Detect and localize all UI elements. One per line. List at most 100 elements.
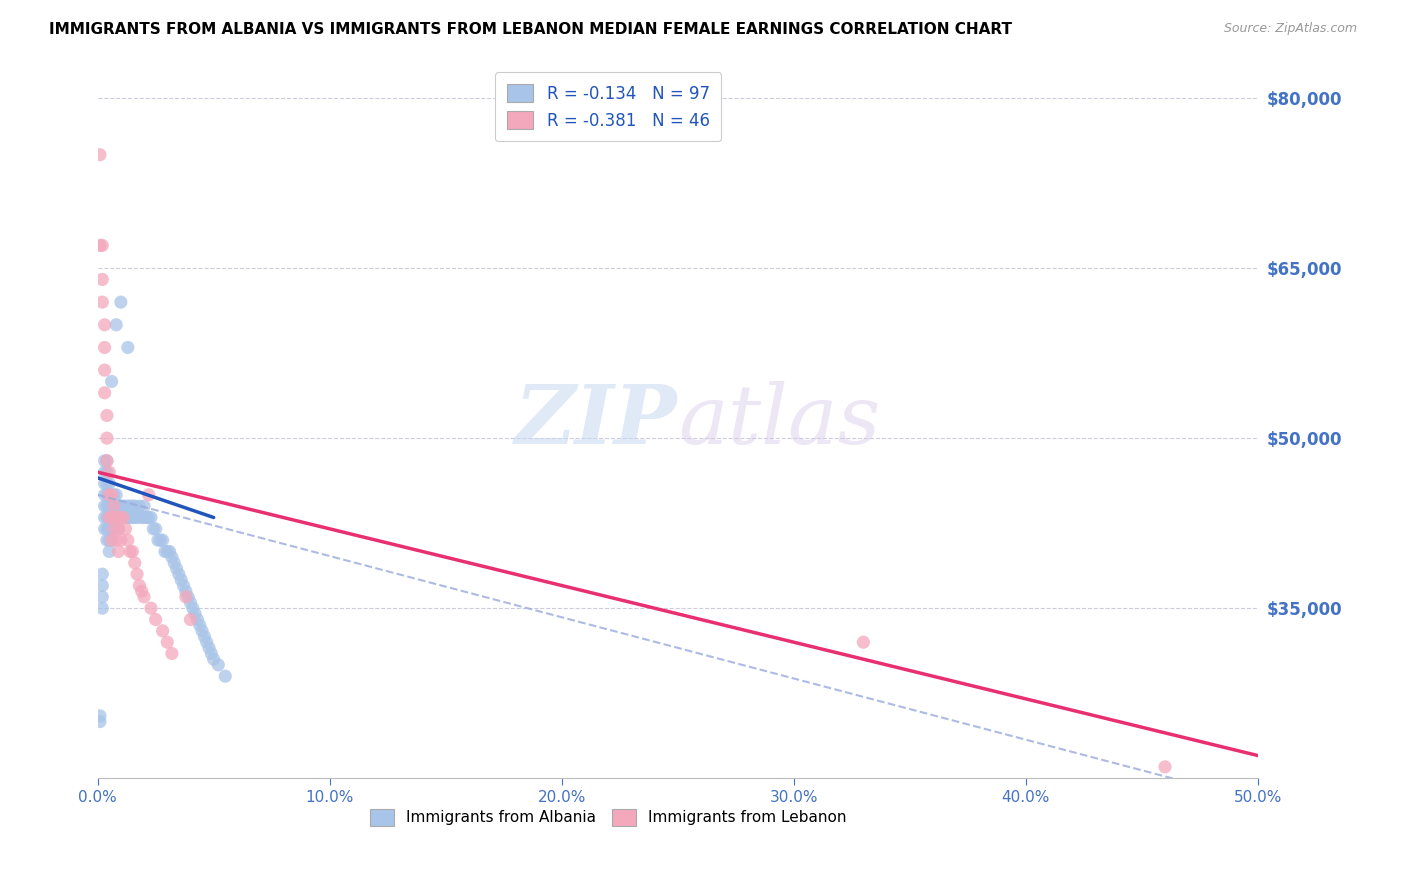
Point xyxy=(184,607,207,621)
Point xyxy=(177,590,200,604)
Point xyxy=(98,476,121,491)
Point xyxy=(163,556,186,570)
Point xyxy=(149,533,172,548)
Point xyxy=(89,238,111,252)
Point xyxy=(100,533,122,548)
Point xyxy=(107,522,129,536)
Point xyxy=(93,488,115,502)
Point xyxy=(114,499,136,513)
Point xyxy=(96,476,118,491)
Point xyxy=(91,578,114,592)
Point xyxy=(181,601,204,615)
Point xyxy=(124,499,146,513)
Point xyxy=(142,522,165,536)
Point xyxy=(132,499,155,513)
Point xyxy=(195,635,218,649)
Point xyxy=(96,488,118,502)
Point xyxy=(91,567,114,582)
Point xyxy=(186,613,208,627)
Point xyxy=(96,465,118,479)
Point xyxy=(166,561,188,575)
Point xyxy=(120,499,142,513)
Point xyxy=(120,510,142,524)
Point xyxy=(121,510,143,524)
Legend: Immigrants from Albania, Immigrants from Lebanon: Immigrants from Albania, Immigrants from… xyxy=(360,800,856,835)
Point xyxy=(98,544,121,558)
Point xyxy=(98,499,121,513)
Point xyxy=(131,584,153,599)
Point xyxy=(138,488,160,502)
Point xyxy=(152,624,174,638)
Point xyxy=(117,533,139,548)
Point xyxy=(107,544,129,558)
Point xyxy=(107,499,129,513)
Point xyxy=(91,238,114,252)
Point xyxy=(152,533,174,548)
Point xyxy=(120,544,142,558)
Point xyxy=(105,510,128,524)
Point xyxy=(96,510,118,524)
Point xyxy=(128,578,150,592)
Point xyxy=(207,657,229,672)
Point xyxy=(100,499,122,513)
Point xyxy=(96,431,118,445)
Point xyxy=(98,465,121,479)
Point xyxy=(93,522,115,536)
Point xyxy=(96,522,118,536)
Point xyxy=(107,522,129,536)
Point xyxy=(124,556,146,570)
Point xyxy=(100,488,122,502)
Point xyxy=(117,510,139,524)
Point xyxy=(173,578,195,592)
Point xyxy=(198,640,221,655)
Point xyxy=(105,318,128,332)
Point xyxy=(98,510,121,524)
Point xyxy=(117,341,139,355)
Point xyxy=(160,550,183,565)
Point xyxy=(112,510,135,524)
Point xyxy=(93,476,115,491)
Point xyxy=(91,590,114,604)
Point xyxy=(103,499,125,513)
Point xyxy=(100,533,122,548)
Text: ZIP: ZIP xyxy=(515,381,678,461)
Point xyxy=(98,510,121,524)
Point xyxy=(167,567,190,582)
Point xyxy=(91,295,114,310)
Text: atlas: atlas xyxy=(678,381,880,461)
Point xyxy=(107,510,129,524)
Point xyxy=(96,454,118,468)
Point xyxy=(170,573,193,587)
Point xyxy=(179,613,201,627)
Point xyxy=(852,635,875,649)
Point xyxy=(110,510,132,524)
Point xyxy=(153,544,176,558)
Point xyxy=(96,533,118,548)
Point xyxy=(96,409,118,423)
Point xyxy=(98,488,121,502)
Point xyxy=(93,499,115,513)
Point xyxy=(96,454,118,468)
Point xyxy=(132,510,155,524)
Point xyxy=(139,510,162,524)
Point xyxy=(145,613,167,627)
Point xyxy=(98,522,121,536)
Point xyxy=(96,499,118,513)
Point xyxy=(132,590,155,604)
Point xyxy=(188,618,211,632)
Point xyxy=(159,544,181,558)
Point xyxy=(127,510,149,524)
Point xyxy=(98,533,121,548)
Point xyxy=(103,510,125,524)
Point xyxy=(93,510,115,524)
Point xyxy=(103,522,125,536)
Point xyxy=(156,544,179,558)
Point xyxy=(105,533,128,548)
Point xyxy=(124,510,146,524)
Point xyxy=(110,295,132,310)
Point xyxy=(139,601,162,615)
Point xyxy=(1154,760,1177,774)
Point xyxy=(100,510,122,524)
Point xyxy=(138,510,160,524)
Point xyxy=(114,522,136,536)
